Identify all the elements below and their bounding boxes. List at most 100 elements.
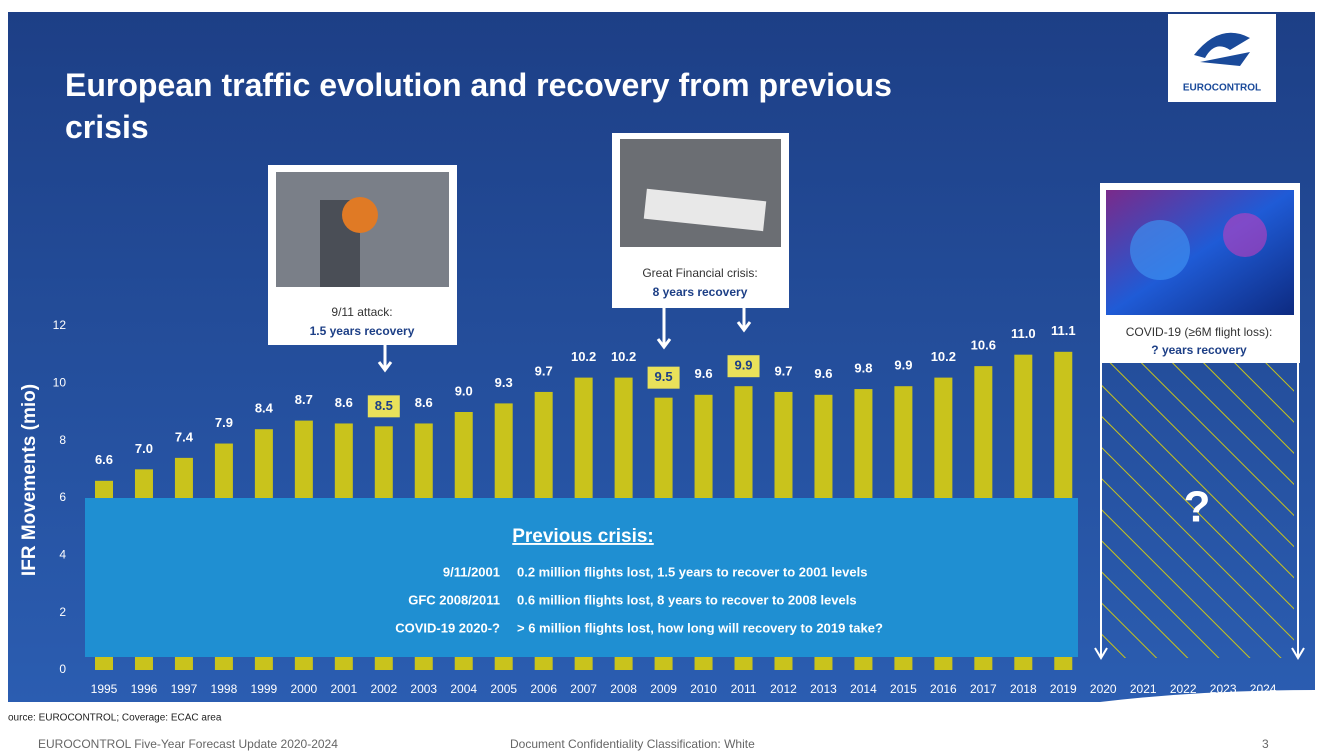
value-label: 9.7 [535,363,553,378]
x-tick-label: 2021 [1130,682,1157,696]
value-label: 6.6 [95,452,113,467]
crisis-label: 9/11/2001 [443,564,500,579]
x-tick-label: 2020 [1090,682,1117,696]
value-label: 9.7 [774,363,792,378]
x-tick-label: 1997 [171,682,198,696]
x-tick-label: 2014 [850,682,877,696]
x-tick-label: 2005 [490,682,517,696]
logo-mark [1194,32,1250,66]
callout-covid: COVID-19 (≥6M flight loss): ? years reco… [1094,183,1305,660]
crisis-heading: Previous crisis: [512,526,654,547]
value-label: 10.2 [931,349,956,364]
footer-center: Document Confidentiality Classification:… [510,737,755,751]
label-highlight [727,355,760,378]
value-label: 10.6 [971,338,996,353]
x-tick-label: 2002 [370,682,397,696]
y-tick-label: 10 [53,376,67,390]
label-highlight [367,395,400,418]
arrow [656,308,752,350]
x-tick-label: 2009 [650,682,677,696]
value-label: 11.0 [1011,326,1036,341]
chart-title: European traffic evolution and recovery … [65,67,892,145]
arrow [377,345,393,373]
x-tick-label: 2003 [410,682,437,696]
value-label: 9.6 [695,366,713,381]
value-label: 7.0 [135,441,153,456]
x-tick-label: 2019 [1050,682,1077,696]
arrow [1094,183,1305,660]
photo-detail [643,188,767,232]
crisis-text: 0.6 million flights lost, 8 years to rec… [517,592,857,607]
x-tick-label: 2024 [1250,682,1277,696]
y-tick-label: 0 [59,662,66,676]
x-tick-label: 1995 [91,682,118,696]
x-tick-label: 1998 [211,682,238,696]
x-tick-label: 2011 [731,682,757,696]
source: ource: EUROCONTROL; Coverage: ECAC area [8,713,222,724]
photo-detail [342,197,378,233]
value-label: 7.9 [215,415,233,430]
value-label: 7.4 [175,429,194,444]
x-tick-label: 2023 [1210,682,1237,696]
logo-text: EUROCONTROL [1183,83,1261,94]
x-tick-label: 1999 [251,682,278,696]
logo: EUROCONTROL [1168,14,1276,102]
value-label: 9.8 [854,361,872,376]
value-label: 11.1 [1051,323,1076,338]
x-tick-label: 2007 [570,682,597,696]
callout-gfc: Great Financial crisis: 8 years recovery [612,133,789,350]
x-tick-label: 2001 [330,682,357,696]
x-tick-label: 2010 [690,682,717,696]
x-tick-label: 2013 [810,682,837,696]
crisis-text: 0.2 million flights lost, 1.5 years to r… [517,564,867,579]
value-label: 9.9 [894,358,912,373]
decor [1100,690,1315,702]
footer-left: EUROCONTROL Five-Year Forecast Update 20… [38,737,338,751]
page-number: 3 [1262,737,1269,751]
callout-title: 9/11 attack: [331,305,392,319]
callout-title: COVID-19 (≥6M flight loss): [1126,325,1273,339]
value-label: 10.2 [611,349,636,364]
crisis-label: COVID-19 2020-? [395,620,500,635]
photo-detail [1223,213,1267,257]
hatch-area [1102,363,1294,658]
photo-detail [1130,220,1190,280]
y-tick-label: 2 [59,605,66,619]
value-label: 9.3 [495,375,513,390]
value-label: 8.5 [375,398,393,413]
y-tick-label: 6 [59,490,66,504]
x-tick-label: 2012 [770,682,797,696]
x-tick-label: 2022 [1170,682,1197,696]
value-label: 8.6 [335,395,353,410]
source-bg [8,706,428,728]
label-highlight [647,366,680,389]
x-tick-label: 2008 [610,682,637,696]
crisis-text: > 6 million flights lost, how long will … [517,620,883,635]
x-tick-label: 2018 [1010,682,1037,696]
x-tick-label: 2006 [530,682,557,696]
callout-text: 1.5 years recovery [310,324,415,338]
x-tick-label: 2016 [930,682,957,696]
value-label: 9.9 [734,358,752,373]
photo [620,139,781,247]
y-axis-label: IFR Movements (mio) [19,384,40,576]
callout-text: 8 years recovery [653,285,748,299]
x-tick-label: 1996 [131,682,158,696]
crisis-box [85,498,1078,657]
value-label: 8.4 [255,401,274,416]
callout-911: 9/11 attack: 1.5 years recovery [268,165,457,373]
y-tick-label: 12 [53,318,67,332]
value-label: 10.2 [571,349,596,364]
y-tick-label: 8 [59,433,66,447]
covid-mark: ? [1184,483,1211,532]
x-tick-label: 2000 [290,682,317,696]
crisis-label: GFC 2008/2011 [408,592,500,607]
crisis-rows: 9/11/2001 0.2 million flights lost, 1.5 y… [395,564,883,635]
value-label: 9.0 [455,383,473,398]
value-label: 8.6 [415,395,433,410]
callout-text: ? years recovery [1151,343,1247,357]
x-tick-label: 2004 [450,682,477,696]
value-label: 9.6 [814,366,832,381]
x-tick-label: 2015 [890,682,917,696]
